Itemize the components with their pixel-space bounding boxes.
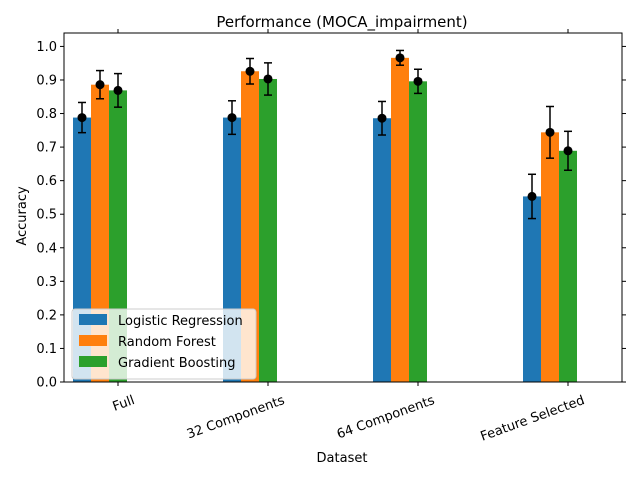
y-tick-label: 0.8 <box>36 107 57 122</box>
x-tick-label: 64 Components <box>335 393 437 442</box>
bar <box>91 84 109 383</box>
bar <box>373 118 391 382</box>
bar <box>559 150 577 382</box>
legend-label: Random Forest <box>118 335 216 350</box>
mean-marker <box>263 74 273 84</box>
mean-marker <box>545 127 555 137</box>
legend-swatch <box>79 314 107 325</box>
bar <box>541 132 559 382</box>
y-tick-label: 0.4 <box>36 241 57 256</box>
mean-marker <box>245 66 255 76</box>
mean-marker <box>413 76 423 86</box>
bar <box>523 196 541 382</box>
legend-label: Gradient Boosting <box>118 356 236 371</box>
chart-title: Performance (MOCA_impairment) <box>216 13 467 32</box>
y-tick-label: 0.1 <box>36 342 57 357</box>
y-tick-label: 0.3 <box>36 275 57 290</box>
y-axis-label: Accuracy <box>15 186 30 246</box>
mean-marker <box>227 113 237 123</box>
legend-swatch <box>79 335 107 346</box>
mean-marker <box>113 85 123 95</box>
series-2 <box>91 49 559 383</box>
x-tick-label: Feature Selected <box>479 393 587 445</box>
legend: Logistic Regression Random Forest Gradient… <box>71 308 257 380</box>
legend-swatch <box>79 356 107 367</box>
x-tick-label: Full <box>111 393 137 415</box>
x-axis-label: Dataset <box>317 451 368 466</box>
y-tick-label: 1.0 <box>36 40 57 55</box>
mean-marker <box>377 113 387 123</box>
plot-area: 0.0 0.1 0.2 0.3 0.4 0.5 0.6 0.7 0.8 0.9 1.0 Full 32 … <box>36 29 626 445</box>
axes-frame <box>63 32 623 383</box>
y-tick-label: 0.7 <box>36 141 57 156</box>
x-tick-label: 32 Components <box>185 393 287 442</box>
legend-label: Logistic Regression <box>118 314 243 329</box>
bar <box>241 71 259 382</box>
y-tick-label: 0.6 <box>36 174 57 189</box>
bar <box>409 81 427 383</box>
y-tick-label: 0.0 <box>36 376 57 391</box>
y-tick-label: 0.2 <box>36 308 57 323</box>
y-tick-label: 0.5 <box>36 208 57 223</box>
mean-marker <box>527 191 537 201</box>
legend-box <box>71 308 257 380</box>
mean-marker <box>563 146 573 156</box>
mean-marker <box>77 113 87 123</box>
bar <box>259 78 277 383</box>
bar <box>391 57 409 382</box>
y-tick-label: 0.9 <box>36 73 57 88</box>
mean-marker <box>395 53 405 63</box>
mean-marker <box>95 80 105 90</box>
